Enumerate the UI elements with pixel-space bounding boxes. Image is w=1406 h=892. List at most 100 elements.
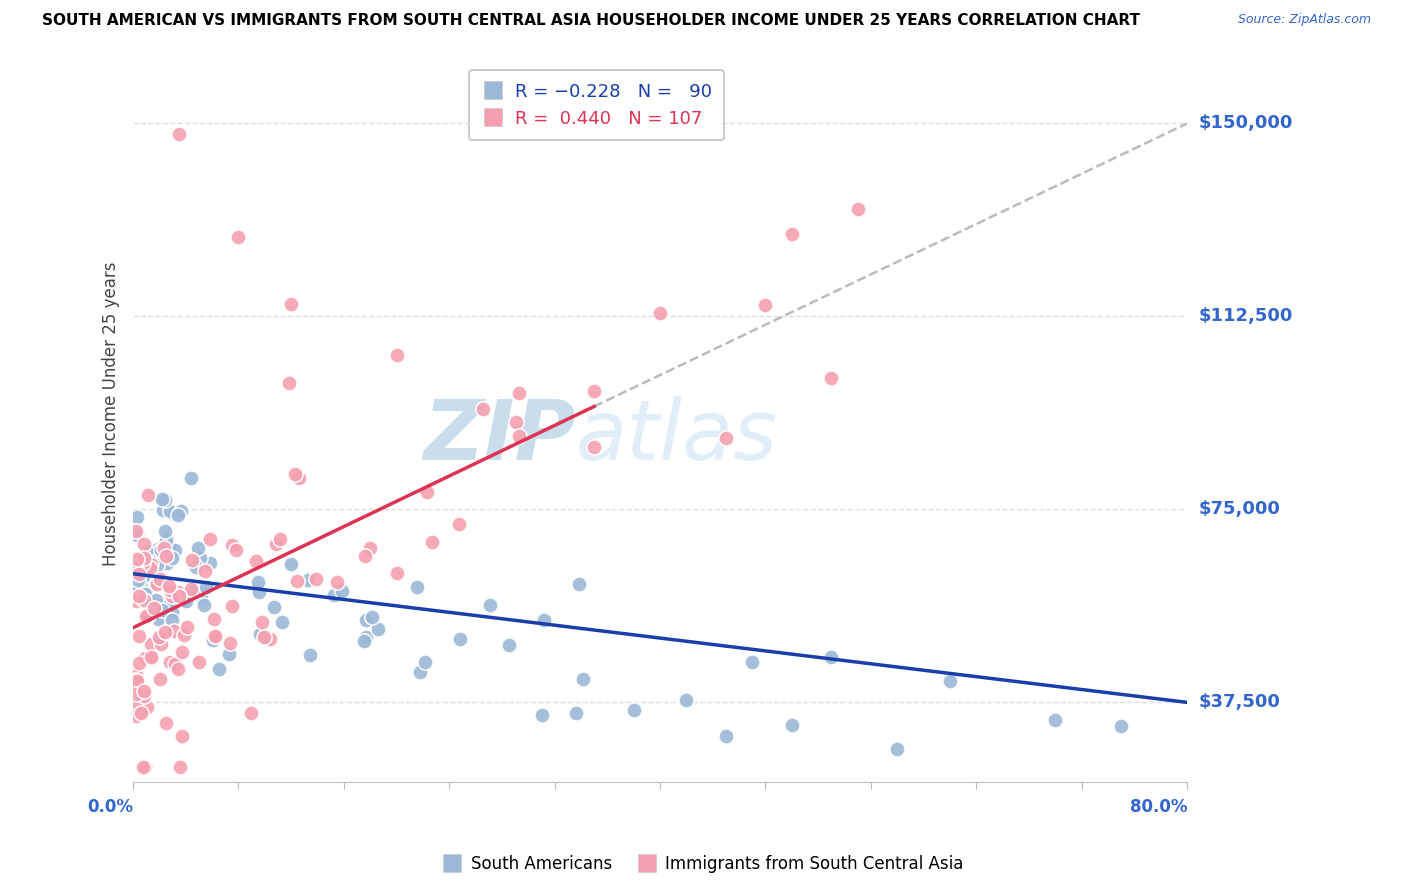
Point [127, 583, 149, 598]
Point [150, 637, 173, 651]
Point [571, 672, 593, 686]
Point [146, 576, 169, 591]
Point [146, 558, 169, 573]
Point [125, 673, 148, 687]
Point [533, 614, 555, 628]
Point [125, 687, 148, 701]
Point [125, 528, 148, 542]
Point [141, 557, 163, 571]
Point [204, 629, 226, 643]
Point [172, 645, 194, 659]
Point [146, 554, 169, 568]
Point [530, 707, 553, 722]
Point [146, 577, 169, 591]
Point [153, 600, 176, 615]
Point [148, 630, 170, 644]
Point [146, 612, 169, 626]
Point [422, 535, 444, 549]
Point [169, 760, 191, 774]
Point [139, 564, 162, 578]
Point [754, 298, 776, 312]
Point [157, 579, 180, 593]
Point [323, 588, 346, 602]
Point [160, 605, 183, 619]
Point [1109, 718, 1132, 732]
Point [228, 229, 250, 244]
Point [153, 624, 176, 639]
Point [142, 601, 165, 615]
Point [675, 693, 697, 707]
Point [253, 630, 276, 644]
Text: $112,500: $112,500 [1198, 308, 1292, 326]
Text: $75,000: $75,000 [1198, 500, 1279, 518]
Point [167, 589, 190, 603]
Point [250, 615, 273, 629]
Point [886, 742, 908, 756]
Point [714, 729, 737, 743]
Point [478, 598, 501, 612]
Point [780, 717, 803, 731]
Point [166, 508, 188, 523]
Point [741, 655, 763, 669]
Point [413, 656, 436, 670]
Point [150, 491, 173, 506]
Point [174, 593, 197, 607]
Legend: R = −0.228   N =   90, R =  0.440   N = 107: R = −0.228 N = 90, R = 0.440 N = 107 [470, 70, 724, 140]
Point [409, 665, 432, 679]
Point [132, 684, 155, 698]
Point [353, 634, 375, 648]
Point [128, 589, 150, 603]
Point [198, 532, 221, 546]
Point [132, 551, 155, 566]
Point [221, 538, 243, 552]
Point [201, 633, 224, 648]
Point [280, 557, 302, 571]
Point [136, 699, 159, 714]
Point [160, 551, 183, 566]
Point [124, 561, 146, 575]
Point [1045, 714, 1067, 728]
Point [583, 384, 606, 398]
Point [128, 656, 150, 670]
Point [249, 627, 271, 641]
Point [198, 556, 221, 570]
Point [176, 620, 198, 634]
Point [125, 560, 148, 574]
Point [134, 586, 156, 600]
Point [124, 524, 146, 538]
Point [195, 581, 218, 595]
Point [172, 729, 194, 743]
Point [354, 549, 377, 563]
Point [131, 706, 153, 720]
Point [204, 629, 226, 643]
Point [181, 585, 204, 599]
Text: Source: ZipAtlas.com: Source: ZipAtlas.com [1237, 13, 1371, 27]
Point [155, 716, 177, 731]
Point [218, 648, 240, 662]
Point [127, 552, 149, 566]
Point [124, 674, 146, 689]
Point [449, 632, 471, 646]
Text: 80.0%: 80.0% [1129, 797, 1187, 815]
Point [181, 552, 204, 566]
Text: $37,500: $37,500 [1198, 693, 1279, 712]
Point [298, 648, 321, 662]
Point [135, 580, 157, 594]
Point [269, 532, 291, 546]
Point [218, 636, 240, 650]
Point [132, 537, 155, 551]
Point [208, 662, 231, 676]
Y-axis label: Householder Income Under 25 years: Householder Income Under 25 years [101, 262, 120, 566]
Point [150, 603, 173, 617]
Point [167, 662, 190, 676]
Point [135, 545, 157, 559]
Point [125, 673, 148, 688]
Point [820, 650, 842, 665]
Point [153, 541, 176, 555]
Point [623, 703, 645, 717]
Point [359, 541, 381, 556]
Point [280, 296, 302, 310]
Point [127, 574, 149, 588]
Legend: South Americans, Immigrants from South Central Asia: South Americans, Immigrants from South C… [436, 848, 970, 880]
Point [159, 504, 181, 518]
